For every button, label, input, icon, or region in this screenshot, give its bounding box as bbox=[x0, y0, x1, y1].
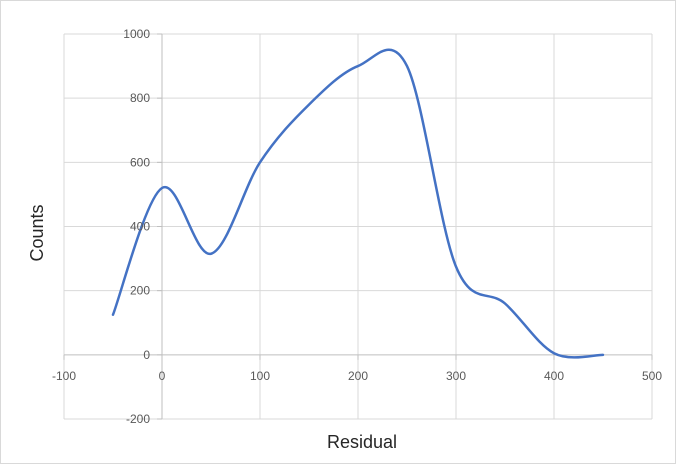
y-axis-title: Counts bbox=[27, 204, 47, 261]
x-tick-label: 500 bbox=[642, 369, 662, 383]
gridlines bbox=[63, 33, 653, 420]
x-tick-label: -100 bbox=[52, 369, 76, 383]
tick-labels: -100 0 100 200 300 400 500 -200 0 200 400 600 800 100… bbox=[52, 27, 662, 426]
series-line bbox=[111, 48, 605, 359]
x-tick-label: 400 bbox=[544, 369, 564, 383]
x-tick-label: 100 bbox=[250, 369, 270, 383]
y-tick-label: 400 bbox=[130, 220, 150, 234]
y-tick-label: -200 bbox=[126, 412, 150, 426]
y-tick-label: 0 bbox=[143, 348, 150, 362]
x-tick-label: 200 bbox=[348, 369, 368, 383]
y-tick-label: 600 bbox=[130, 155, 150, 169]
x-tick-label: 0 bbox=[159, 369, 166, 383]
x-tick-label: 300 bbox=[446, 369, 466, 383]
axes bbox=[63, 33, 653, 420]
y-tick-label: 800 bbox=[130, 91, 150, 105]
y-tick-label: 1000 bbox=[123, 27, 150, 41]
x-axis-title: Residual bbox=[327, 432, 397, 452]
y-tick-label: 200 bbox=[130, 284, 150, 298]
series-layer bbox=[111, 48, 605, 359]
